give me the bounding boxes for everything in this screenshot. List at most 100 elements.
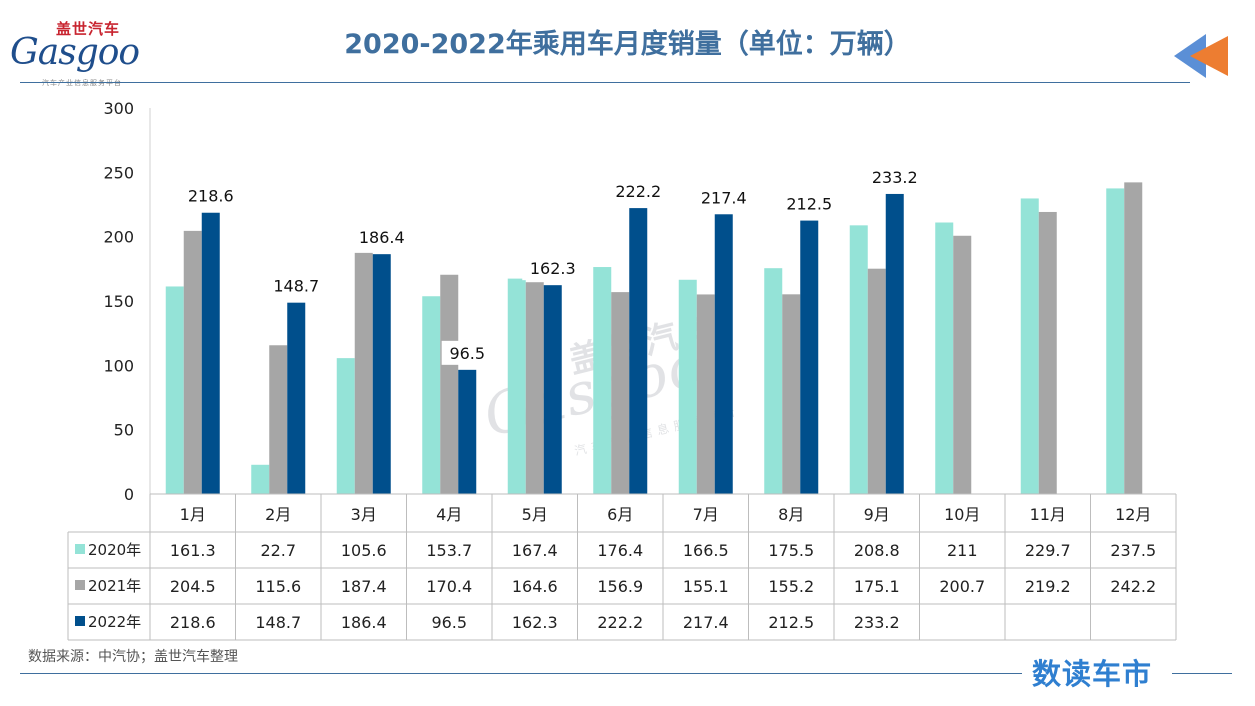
bar-2021-12 <box>1124 182 1143 495</box>
bar-2020-5 <box>507 278 526 494</box>
legend-swatch-2022 <box>75 616 85 626</box>
table-cell-2021-9: 175.1 <box>854 577 900 596</box>
table-cell-2021-11: 219.2 <box>1025 577 1071 596</box>
data-label-2022-5: 162.3 <box>530 259 576 278</box>
x-category-label-1: 1月 <box>180 505 206 524</box>
bar-2020-8 <box>764 268 783 494</box>
table-cell-2022-1: 218.6 <box>170 613 216 632</box>
x-category-label-10: 10月 <box>944 505 980 524</box>
footer-divider-left <box>20 673 1022 674</box>
data-label-bg-2022-9 <box>864 164 926 189</box>
table-cell-2021-10: 200.7 <box>939 577 985 596</box>
table-cell-2020-12: 237.5 <box>1110 541 1156 560</box>
bar-2020-6 <box>593 267 612 494</box>
table-cell-2021-1: 204.5 <box>170 577 216 596</box>
table-cell-2020-5: 167.4 <box>512 541 558 560</box>
table-cell-2022-4: 96.5 <box>431 613 467 632</box>
x-category-label-6: 6月 <box>607 505 633 524</box>
legend-swatch-2020 <box>75 544 85 554</box>
x-category-label-12: 12月 <box>1115 505 1151 524</box>
x-category-label-11: 11月 <box>1030 505 1066 524</box>
data-label-2022-2: 148.7 <box>273 277 319 296</box>
x-category-label-9: 9月 <box>864 505 890 524</box>
y-tick-label-4: 200 <box>103 228 134 247</box>
data-label-2022-6: 222.2 <box>615 182 661 201</box>
bar-2022-4 <box>458 369 477 494</box>
table-cell-2020-11: 229.7 <box>1025 541 1071 560</box>
data-label-bg-2022-1 <box>180 183 242 208</box>
page-title: 2020-2022年乘用车月度销量（单位：万辆） <box>344 29 911 60</box>
x-category-label-7: 7月 <box>693 505 719 524</box>
data-label-bg-2022-2 <box>265 273 327 298</box>
y-tick-label-5: 250 <box>103 163 134 182</box>
bar-2022-9 <box>885 193 904 494</box>
data-label-2022-8: 212.5 <box>786 195 832 214</box>
data-label-bg-2022-6 <box>607 179 669 204</box>
table-cell-2021-7: 155.1 <box>683 577 729 596</box>
data-label-bg-2022-7 <box>693 185 755 210</box>
y-tick-label-2: 100 <box>103 356 134 375</box>
table-cell-2022-7: 217.4 <box>683 613 729 632</box>
table-cell-2021-8: 155.2 <box>768 577 814 596</box>
bar-2020-9 <box>849 225 868 494</box>
table-cell-2020-4: 153.7 <box>426 541 472 560</box>
y-tick-label-1: 50 <box>114 421 134 440</box>
footer-divider-right <box>1172 673 1232 674</box>
table-cell-2021-4: 170.4 <box>426 577 472 596</box>
logo-chinese-name: 盖世汽车 <box>56 20 121 38</box>
table-cell-2021-12: 242.2 <box>1110 577 1156 596</box>
table-cell-2020-10: 211 <box>947 541 978 560</box>
bar-2020-4 <box>422 296 441 494</box>
table-cell-2021-3: 187.4 <box>341 577 387 596</box>
x-category-label-8: 8月 <box>778 505 804 524</box>
bar-2021-6 <box>611 292 630 494</box>
x-category-label-5: 5月 <box>522 505 548 524</box>
x-category-label-3: 3月 <box>351 505 377 524</box>
bar-2021-2 <box>269 345 288 494</box>
bar-2020-10 <box>935 222 954 494</box>
data-source-note: 数据来源：中汽协；盖世汽车整理 <box>28 649 238 665</box>
bar-2020-7 <box>678 279 697 494</box>
brand-mark: 数读车市 <box>1032 657 1153 691</box>
bar-2021-7 <box>696 294 715 494</box>
bar-2021-1 <box>183 230 202 495</box>
y-tick-label-3: 150 <box>103 292 134 311</box>
bar-2021-11 <box>1038 211 1057 495</box>
x-category-label-2: 2月 <box>265 505 291 524</box>
table-cell-2020-2: 22.7 <box>260 541 296 560</box>
bar-2020-12 <box>1106 188 1125 494</box>
data-label-2022-7: 217.4 <box>701 188 747 207</box>
bar-2020-2 <box>251 464 270 494</box>
bar-2022-3 <box>372 254 391 494</box>
data-label-2022-3: 186.4 <box>359 228 405 247</box>
table-cell-2020-9: 208.8 <box>854 541 900 560</box>
data-label-2022-9: 233.2 <box>872 168 918 187</box>
bar-2021-3 <box>354 252 373 494</box>
bar-2021-9 <box>867 268 886 494</box>
data-label-2022-4: 96.5 <box>449 344 485 363</box>
table-cell-2021-5: 164.6 <box>512 577 558 596</box>
x-category-label-4: 4月 <box>436 505 462 524</box>
table-cell-2022-2: 148.7 <box>255 613 301 632</box>
table-cell-2022-5: 162.3 <box>512 613 558 632</box>
data-label-bg-2022-3 <box>351 225 413 250</box>
legend-swatch-2021 <box>75 580 85 590</box>
gasgoo-logo: 盖世汽车 Gasgoo 汽车产业信息服务平台 <box>6 18 156 90</box>
table-cell-2020-8: 175.5 <box>768 541 814 560</box>
corner-arrow-icon <box>1174 34 1228 78</box>
bar-2020-3 <box>336 358 355 494</box>
bar-2021-8 <box>782 294 801 494</box>
legend-label-2022: 2022年 <box>88 613 141 631</box>
y-tick-label-6: 300 <box>103 99 134 118</box>
data-label-bg-2022-4 <box>441 340 493 365</box>
table-cell-2022-3: 186.4 <box>341 613 387 632</box>
bar-2022-1 <box>201 212 220 494</box>
bar-2022-8 <box>800 220 819 495</box>
table-cell-2020-6: 176.4 <box>597 541 643 560</box>
bar-2021-10 <box>953 235 972 495</box>
bar-2022-7 <box>714 214 733 494</box>
table-cell-2020-3: 105.6 <box>341 541 387 560</box>
table-cell-2021-6: 156.9 <box>597 577 643 596</box>
data-label-2022-1: 218.6 <box>188 187 234 206</box>
